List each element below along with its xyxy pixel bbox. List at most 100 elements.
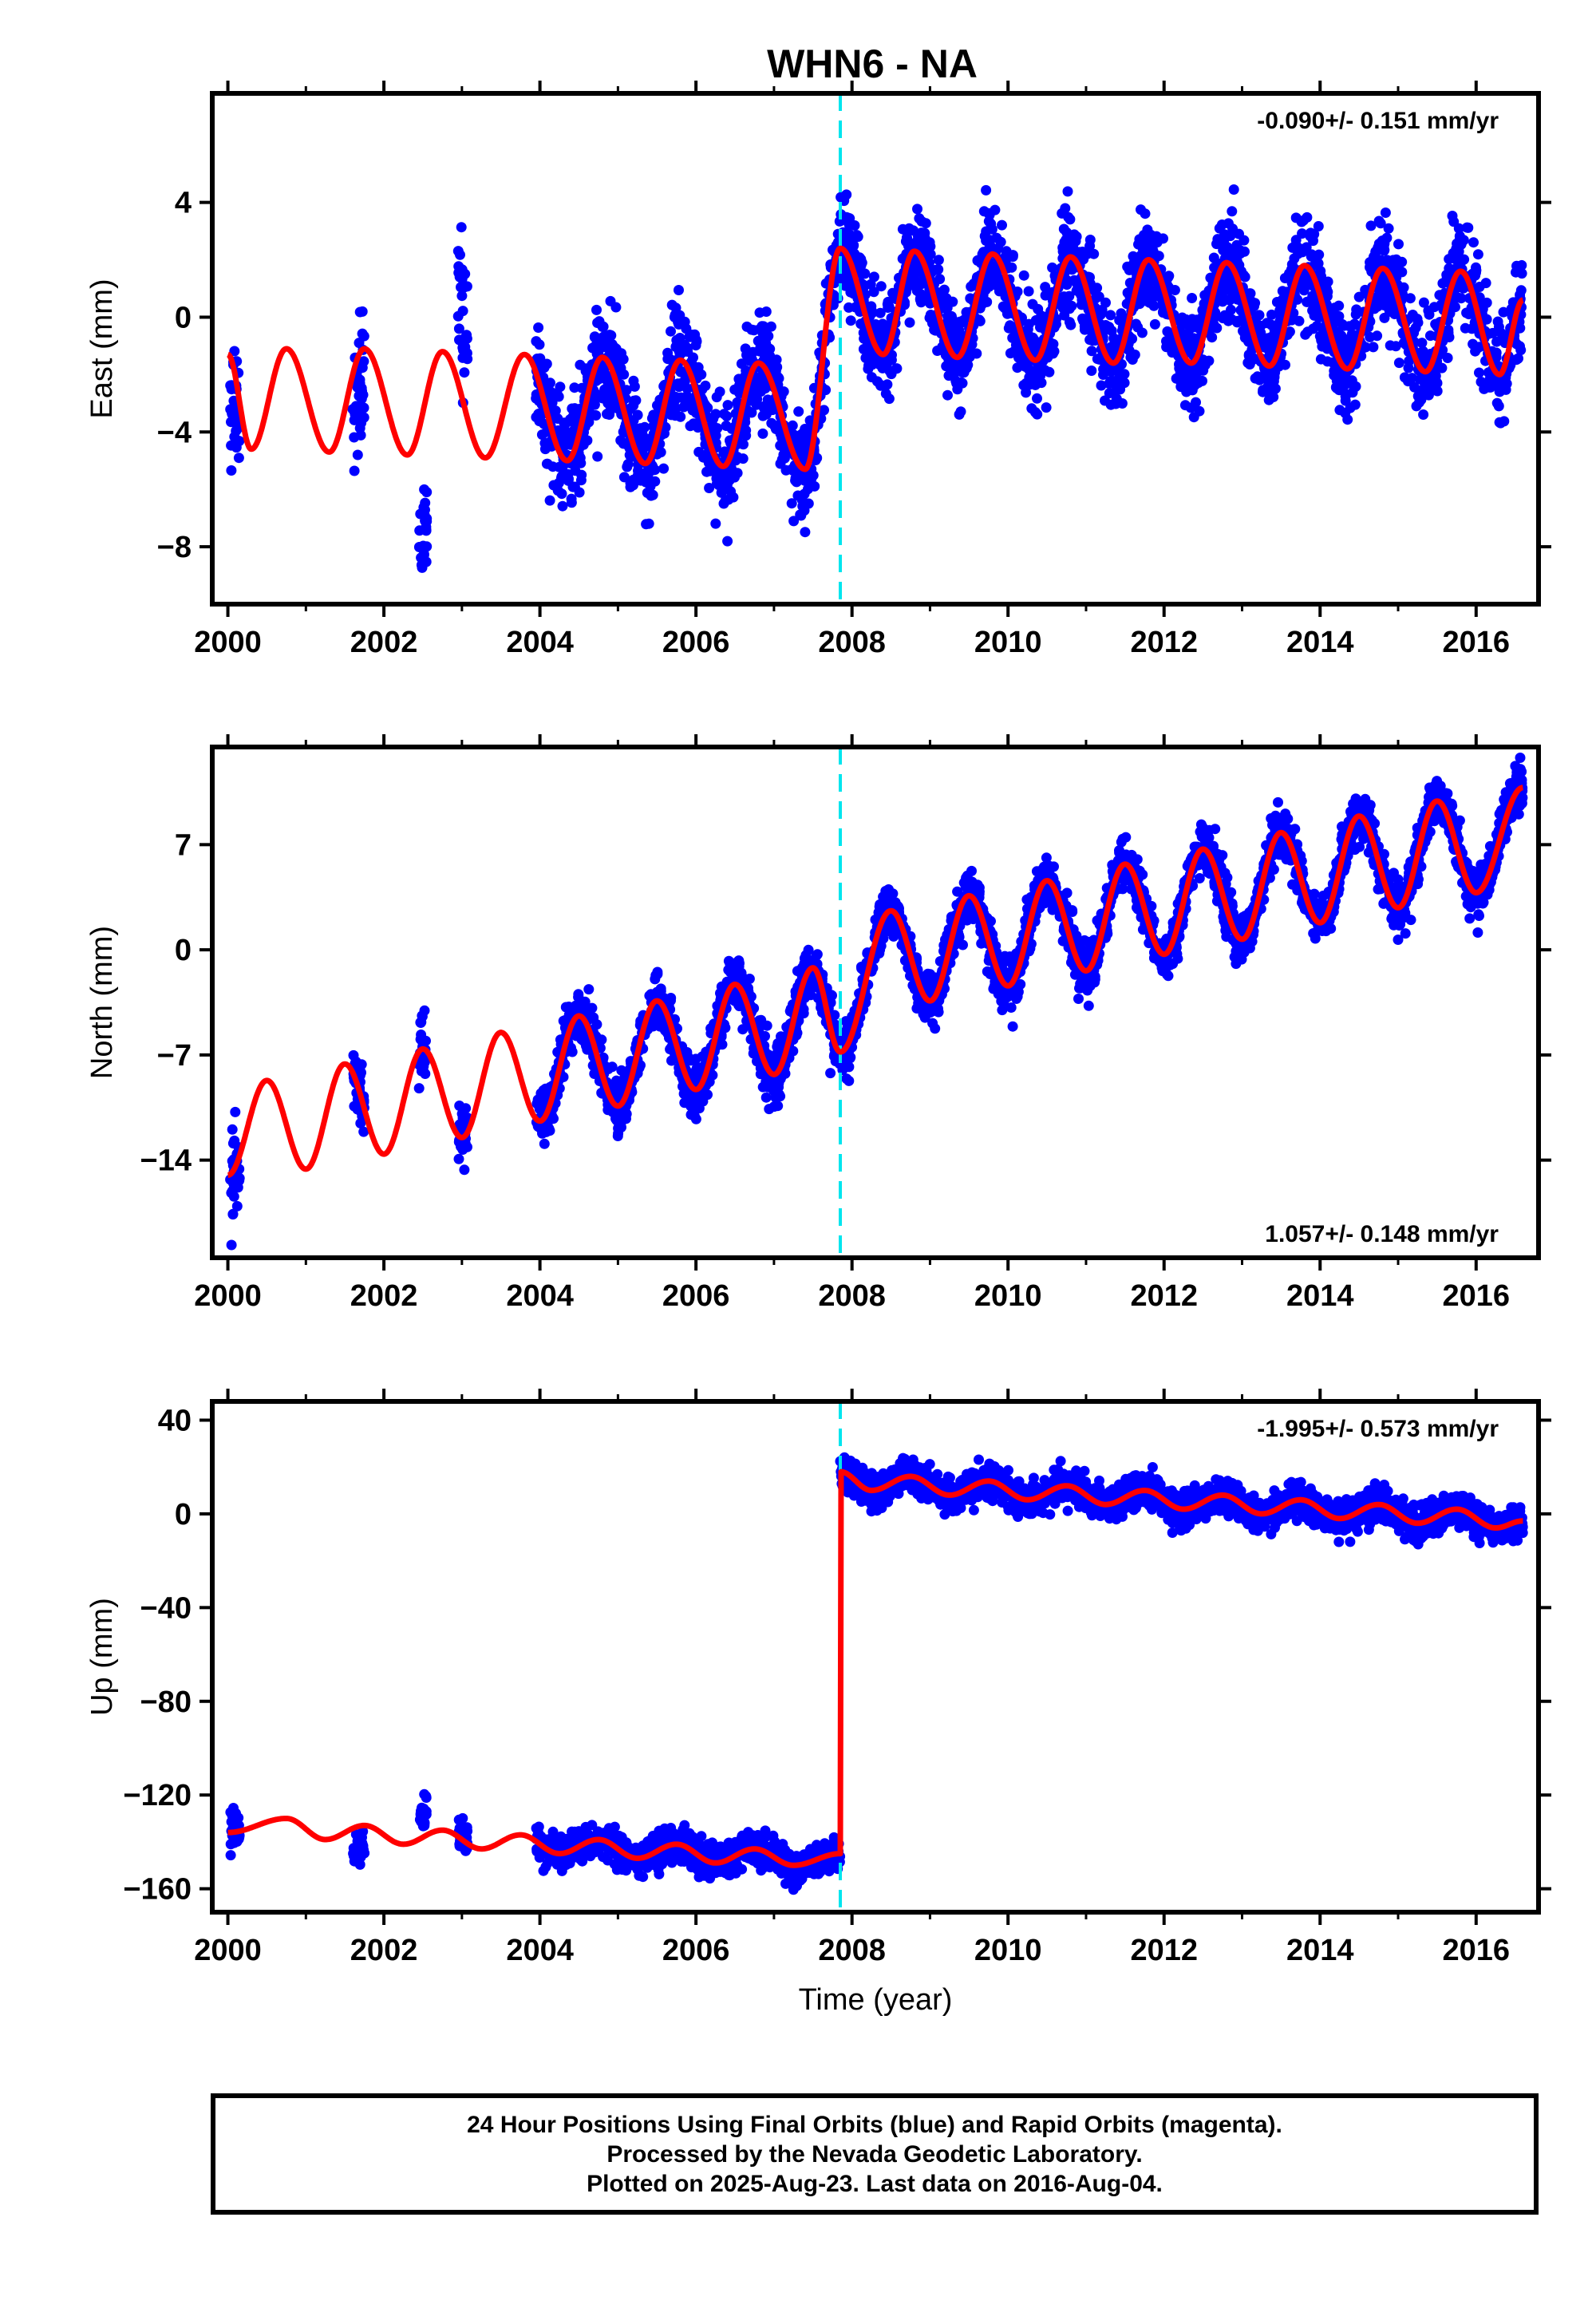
data-point: [980, 283, 991, 294]
data-point: [416, 1058, 427, 1069]
data-point: [233, 453, 244, 464]
data-point: [1491, 397, 1503, 409]
data-point: [1210, 307, 1221, 318]
data-point: [459, 1164, 470, 1176]
data-point: [1197, 375, 1207, 386]
data-point: [226, 440, 237, 451]
data-point: [1298, 278, 1310, 289]
data-point: [655, 447, 666, 458]
data-point: [999, 302, 1010, 314]
data-point: [978, 206, 990, 217]
data-point: [231, 1200, 243, 1211]
data-point: [352, 449, 363, 460]
data-point: [943, 370, 954, 381]
data-point: [602, 409, 612, 420]
data-point: [354, 306, 365, 318]
data-point: [819, 405, 829, 416]
data-point: [1315, 354, 1326, 365]
data-point: [963, 350, 974, 361]
data-point: [548, 480, 559, 491]
data-point: [669, 391, 680, 402]
data-point: [1271, 297, 1282, 307]
data-point: [1274, 361, 1285, 372]
data-point: [1262, 318, 1273, 329]
data-point: [1313, 221, 1324, 231]
data-point: [1191, 314, 1203, 326]
data-point: [733, 994, 745, 1006]
data-point: [629, 381, 640, 392]
data-point: [421, 487, 433, 498]
data-point: [1026, 403, 1037, 414]
data-point: [911, 263, 922, 275]
data-point: [599, 330, 610, 342]
data-point: [414, 525, 425, 536]
data-point: [1284, 268, 1294, 279]
data-point: [1250, 373, 1261, 384]
data-point: [841, 227, 852, 238]
data-point: [700, 449, 711, 460]
data-point: [692, 1098, 703, 1109]
x-tick-label: 2012: [1130, 626, 1198, 659]
data-point: [1228, 184, 1239, 195]
data-point: [1161, 336, 1171, 346]
data-point: [226, 1239, 237, 1251]
data-point: [603, 389, 614, 401]
data-point: [1007, 1021, 1018, 1032]
data-point: [780, 464, 792, 476]
data-point: [875, 281, 887, 292]
data-point: [1305, 231, 1316, 242]
data-point: [1290, 239, 1302, 251]
data-point: [718, 409, 729, 420]
data-point: [1098, 322, 1108, 333]
data-point: [575, 475, 587, 486]
data-point: [1127, 334, 1138, 344]
data-point: [1205, 272, 1216, 283]
data-point: [1461, 307, 1472, 318]
data-point: [1460, 322, 1471, 334]
data-point: [990, 204, 1001, 215]
data-point: [457, 352, 468, 363]
data-point: [1474, 282, 1485, 292]
data-point: [569, 382, 580, 393]
x-tick-label: 2000: [194, 626, 262, 659]
data-point: [904, 317, 915, 328]
data-point: [1010, 339, 1021, 350]
data-point: [1262, 333, 1273, 344]
data-point: [769, 421, 780, 432]
data-point: [557, 463, 568, 474]
data-point: [1141, 291, 1152, 302]
data-point: [1106, 326, 1117, 336]
data-point: [879, 356, 891, 367]
data-point: [1077, 294, 1088, 306]
x-tick-label: 2006: [662, 626, 730, 659]
data-point: [1176, 318, 1187, 329]
data-point: [1105, 310, 1116, 321]
data-point: [760, 1092, 772, 1103]
data-point: [563, 473, 574, 484]
data-point: [557, 500, 568, 512]
data-point: [916, 227, 927, 239]
data-point: [1444, 254, 1455, 265]
data-point: [1393, 239, 1404, 250]
data-point: [845, 315, 856, 326]
data-point: [1032, 393, 1042, 404]
data-point: [792, 1027, 803, 1038]
data-point: [1179, 400, 1191, 411]
data-point: [1086, 346, 1097, 357]
data-point: [763, 330, 774, 342]
data-point: [1290, 212, 1302, 223]
data-point: [453, 323, 464, 334]
data-point: [534, 416, 545, 427]
data-point: [452, 310, 464, 322]
data-point: [689, 1067, 701, 1078]
data-point: [732, 452, 743, 462]
data-point: [1235, 245, 1246, 256]
data-point: [1036, 377, 1047, 389]
data-point: [674, 346, 685, 357]
data-point: [1195, 359, 1207, 370]
data-point: [1404, 293, 1416, 304]
data-point: [628, 395, 639, 406]
y-tick-label: 4: [175, 187, 192, 220]
data-point: [666, 326, 676, 337]
data-point: [1346, 332, 1357, 343]
